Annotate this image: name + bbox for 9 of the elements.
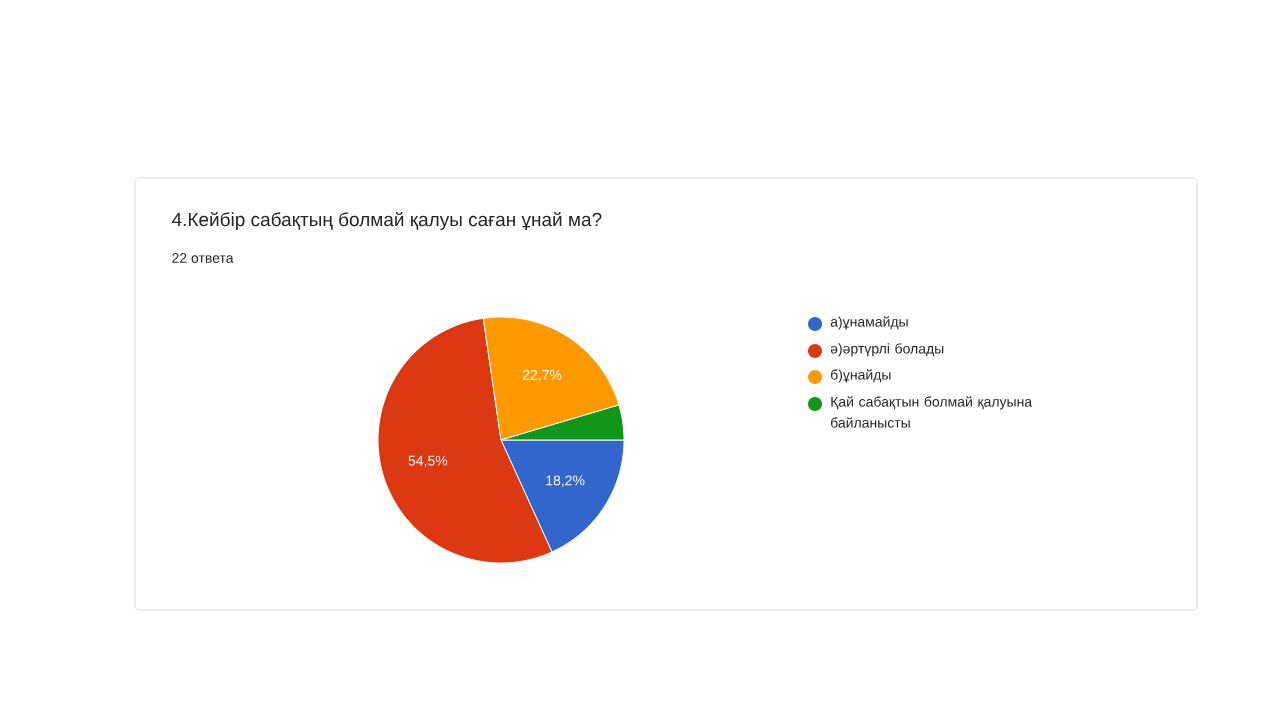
text: 22 ответа bbox=[172, 253, 234, 263]
legend-label: ә)әртүрлі болады bbox=[830, 343, 944, 357]
data-label: 18,2% bbox=[546, 475, 585, 488]
legend-label: а)ұнамайды bbox=[830, 316, 908, 330]
legend-label: Қай сабақтын болмай қалуына байланысты bbox=[831, 396, 1033, 428]
data-label: 54,5% bbox=[408, 455, 448, 468]
chart-title: 4.Кейбір сабақтың болмай қалуы саған ұнай ма? bbox=[171, 211, 602, 230]
legend-label: б)ұнайды bbox=[831, 369, 891, 383]
data-label: 22,7% bbox=[522, 369, 562, 382]
